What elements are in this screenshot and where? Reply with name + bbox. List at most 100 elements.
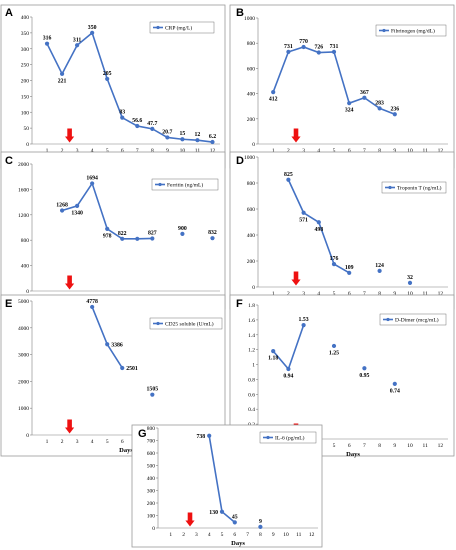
y-tick-label: 600 — [147, 451, 156, 457]
x-tick-label: 3 — [302, 291, 305, 297]
x-tick-label: 3 — [76, 148, 79, 154]
y-tick-label: 100 — [21, 110, 30, 116]
data-label: 176 — [330, 256, 339, 262]
y-tick-label: 150 — [21, 94, 30, 100]
data-point — [105, 226, 110, 231]
x-tick-label: 6 — [348, 443, 351, 449]
data-label: 6.2 — [209, 134, 216, 140]
y-tick-label: 1000 — [244, 155, 255, 161]
data-label: 367 — [360, 90, 369, 96]
data-label: 221 — [58, 78, 67, 84]
x-tick-label: 12 — [438, 443, 444, 449]
data-point — [150, 236, 155, 241]
x-tick-label: 8 — [378, 148, 381, 154]
legend-swatch-marker — [156, 25, 160, 30]
data-point — [150, 126, 155, 131]
data-label: 324 — [345, 108, 354, 114]
x-tick-label: 5 — [106, 439, 109, 445]
legend-box — [149, 317, 223, 330]
y-tick-label: 0 — [26, 289, 29, 295]
y-tick-label: 0.8 — [248, 377, 255, 383]
data-label: 124 — [375, 263, 384, 269]
x-tick-label: 5 — [333, 148, 336, 154]
y-tick-label: 800 — [21, 238, 30, 244]
data-label: 825 — [284, 172, 293, 178]
data-point — [180, 231, 185, 236]
panel-frame — [0, 151, 226, 310]
x-tick-label: 9 — [166, 148, 169, 154]
data-label: 3386 — [111, 342, 123, 348]
x-tick-label: 6 — [121, 148, 124, 154]
legend-box — [381, 181, 447, 194]
y-tick-label: 600 — [247, 207, 256, 213]
x-tick-label: 5 — [333, 291, 336, 297]
x-tick-label: 1 — [169, 532, 172, 538]
data-label: 130 — [209, 510, 218, 516]
x-axis-title: Days — [119, 447, 133, 454]
y-tick-label: 2000 — [18, 162, 29, 168]
x-axis-title: Days — [231, 540, 245, 547]
data-point — [286, 49, 291, 54]
data-label: 900 — [178, 226, 187, 232]
data-point — [347, 270, 352, 275]
data-label: 822 — [118, 231, 127, 237]
data-label: 311 — [73, 37, 81, 43]
data-label: 283 — [375, 100, 384, 106]
y-tick-label: 300 — [21, 47, 30, 53]
y-tick-label: 50 — [24, 126, 30, 132]
data-label: 2501 — [126, 366, 138, 372]
x-tick-label: 12 — [438, 291, 444, 297]
x-tick-label: 10 — [407, 148, 413, 154]
x-tick-label: 4 — [91, 439, 94, 445]
data-label: 770 — [299, 39, 308, 45]
y-tick-label: 500 — [147, 464, 156, 470]
legend-swatch-marker — [266, 435, 270, 440]
data-point — [286, 177, 291, 182]
legend-swatch-marker — [156, 321, 160, 326]
panel-letter: C — [5, 155, 13, 167]
data-label: 83 — [119, 110, 125, 116]
data-point — [207, 433, 212, 438]
x-tick-label: 11 — [423, 291, 429, 297]
panel-frame — [229, 151, 455, 310]
x-axis-title: Days — [346, 451, 360, 458]
legend-label: D-Dimer (mcg/mL) — [395, 317, 439, 324]
data-point — [286, 366, 291, 372]
x-tick-label: 4 — [208, 532, 211, 538]
x-tick-label: 2 — [287, 148, 290, 154]
data-point — [347, 101, 352, 106]
data-point — [232, 520, 237, 525]
y-tick-label: 3000 — [18, 353, 29, 359]
x-tick-label: 2 — [182, 532, 185, 538]
data-point — [135, 123, 140, 129]
data-point — [90, 30, 95, 35]
data-label: 498 — [314, 227, 323, 233]
x-tick-label: 8 — [378, 291, 381, 297]
data-point — [331, 262, 337, 267]
panel-letter: F — [236, 298, 243, 310]
data-point — [301, 323, 306, 328]
y-tick-label: 0.6 — [248, 392, 255, 398]
data-label: 827 — [148, 230, 157, 236]
y-tick-label: 0 — [26, 433, 29, 439]
panel-c: C0400800120016002000123456789101112Days1… — [0, 151, 226, 310]
y-tick-label: 1.8 — [248, 303, 255, 309]
y-tick-label: 1.4 — [248, 333, 255, 339]
data-label: 0.95 — [359, 373, 369, 379]
x-tick-label: 12 — [210, 148, 216, 154]
x-tick-label: 8 — [151, 148, 154, 154]
data-label: 978 — [103, 233, 112, 239]
data-label: 109 — [345, 265, 354, 271]
data-label: 412 — [269, 97, 278, 103]
x-tick-label: 7 — [246, 532, 249, 538]
data-point — [331, 49, 337, 54]
data-point — [105, 76, 110, 82]
treatment-arrow-marker — [65, 275, 75, 290]
treatment-arrow-marker — [185, 512, 195, 527]
data-label: 56.6 — [132, 118, 142, 124]
data-point — [392, 112, 397, 117]
y-tick-label: 800 — [247, 181, 256, 187]
data-label: 32 — [407, 275, 413, 281]
data-point — [362, 366, 367, 371]
